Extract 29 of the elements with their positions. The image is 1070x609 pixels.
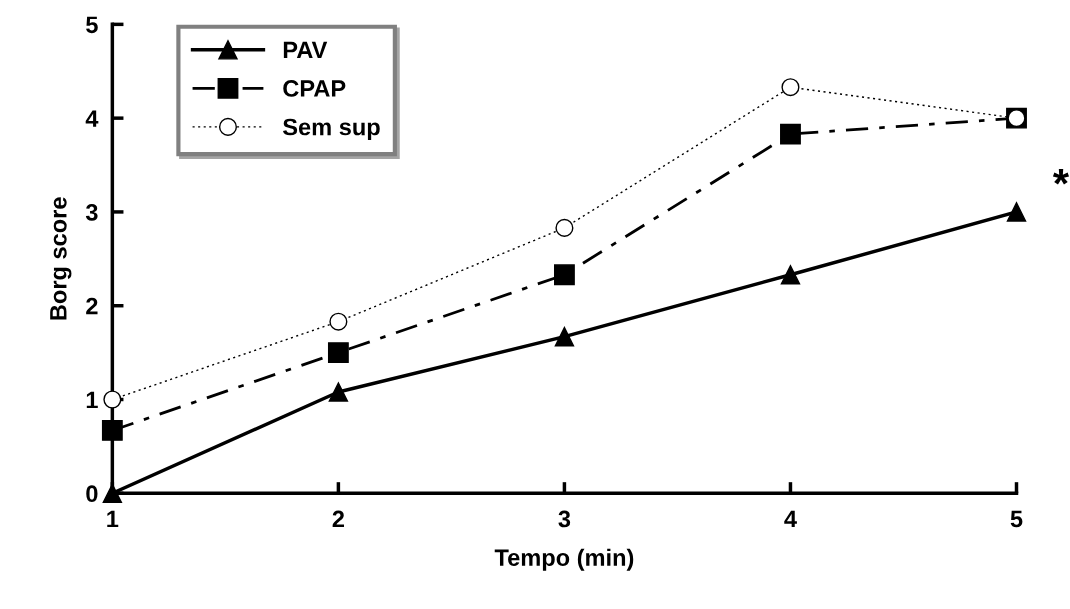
x-tick-label: 3 (558, 510, 571, 528)
point (328, 382, 349, 402)
x-tick-label: 5 (1010, 510, 1023, 528)
point (1006, 202, 1027, 222)
y-tick-label: 0 (86, 485, 98, 503)
y-tick-label: 2 (86, 297, 98, 315)
y-axis-title: Borg score (50, 197, 72, 320)
point (780, 265, 801, 285)
point (554, 264, 575, 286)
point (103, 390, 122, 409)
y-tick-label: 3 (85, 204, 98, 221)
legend-label: CPAP (283, 80, 346, 97)
x-tick-label: 1 (107, 510, 119, 528)
point (329, 312, 348, 331)
legend-label: PAV (283, 41, 328, 59)
point (780, 123, 801, 145)
x-axis-title: Tempo (min) (494, 548, 634, 571)
legend-label: Sem sup (282, 118, 380, 141)
y-tick-label: 5 (86, 16, 98, 34)
y-tick-label: 1 (86, 391, 98, 409)
point (781, 78, 800, 97)
x-tick-label: 2 (332, 510, 345, 528)
point (555, 218, 574, 237)
point (101, 420, 123, 441)
point (327, 342, 349, 364)
annotation: * (1052, 169, 1070, 185)
point (554, 326, 575, 347)
x-tick-label: 4 (784, 510, 797, 528)
y-tick-label: 4 (85, 110, 99, 127)
